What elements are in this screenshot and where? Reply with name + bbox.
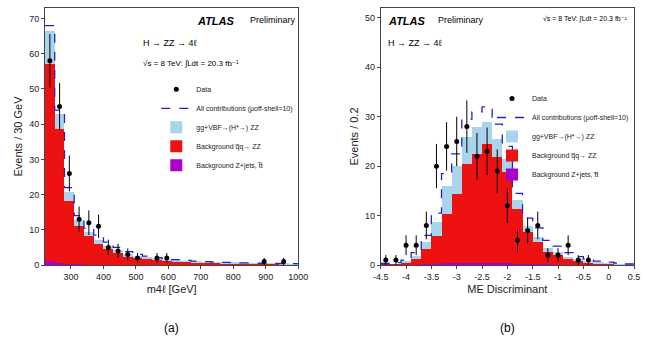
svg-text:Background Z+jets, t̅t: Background Z+jets, t̅t	[196, 162, 262, 170]
svg-text:-1.5: -1.5	[525, 272, 541, 282]
svg-text:Preliminary: Preliminary	[250, 15, 296, 25]
svg-text:0: 0	[370, 260, 375, 270]
svg-text:Preliminary: Preliminary	[438, 15, 484, 25]
svg-text:0: 0	[606, 272, 611, 282]
svg-text:gg+VBF→(H*→) ZZ: gg+VBF→(H*→) ZZ	[532, 133, 595, 141]
svg-text:-3.5: -3.5	[424, 272, 440, 282]
svg-text:Data: Data	[532, 95, 547, 102]
svg-text:0: 0	[34, 260, 39, 270]
svg-text:ME Discriminant: ME Discriminant	[467, 283, 547, 295]
svg-text:40: 40	[365, 62, 375, 72]
svg-text:(b): (b)	[500, 321, 515, 335]
svg-text:70: 70	[29, 14, 39, 24]
svg-text:-1: -1	[554, 272, 562, 282]
svg-text:gg+VBF→(H*→) ZZ: gg+VBF→(H*→) ZZ	[196, 124, 259, 132]
svg-text:50: 50	[29, 84, 39, 94]
svg-text:-0.5: -0.5	[576, 272, 592, 282]
svg-text:-2: -2	[503, 272, 511, 282]
svg-text:H → ZZ → 4ℓ: H → ZZ → 4ℓ	[388, 38, 443, 48]
svg-text:60: 60	[29, 49, 39, 59]
svg-text:10: 10	[365, 211, 375, 221]
svg-text:H → ZZ → 4ℓ: H → ZZ → 4ℓ	[143, 38, 198, 48]
svg-text:Background q̅q→ ZZ: Background q̅q→ ZZ	[532, 152, 597, 160]
svg-text:20: 20	[29, 190, 39, 200]
svg-text:300: 300	[63, 272, 78, 282]
svg-text:800: 800	[226, 272, 241, 282]
svg-text:500: 500	[128, 272, 143, 282]
svg-text:Background Z+jets, t̅t: Background Z+jets, t̅t	[532, 171, 598, 179]
svg-text:Background q̅q→ ZZ: Background q̅q→ ZZ	[196, 143, 261, 151]
svg-text:√s = 8 TeV: ∫Ldt = 20.3 fb⁻¹: √s = 8 TeV: ∫Ldt = 20.3 fb⁻¹	[543, 15, 627, 23]
svg-text:All contributions (μoff-shell=: All contributions (μoff-shell=10)	[532, 114, 628, 122]
svg-text:400: 400	[96, 272, 111, 282]
svg-text:40: 40	[29, 119, 39, 129]
svg-text:600: 600	[161, 272, 176, 282]
svg-text:-4: -4	[402, 272, 410, 282]
svg-text:Data: Data	[196, 86, 211, 93]
svg-text:ATLAS: ATLAS	[388, 15, 426, 27]
svg-text:30: 30	[365, 112, 375, 122]
svg-text:ATLAS: ATLAS	[197, 15, 235, 27]
svg-text:Events / 30 GeV: Events / 30 GeV	[12, 96, 24, 177]
svg-text:0.5: 0.5	[628, 272, 641, 282]
svg-text:50: 50	[365, 13, 375, 23]
svg-text:m4ℓ [GeV]: m4ℓ [GeV]	[147, 283, 197, 295]
svg-text:-3: -3	[453, 272, 461, 282]
svg-text:Events / 0.2: Events / 0.2	[348, 107, 360, 165]
svg-text:-2.5: -2.5	[474, 272, 490, 282]
svg-text:20: 20	[365, 161, 375, 171]
svg-text:700: 700	[193, 272, 208, 282]
svg-text:All contributions (μoff-shell=: All contributions (μoff-shell=10)	[196, 105, 292, 113]
svg-text:30: 30	[29, 155, 39, 165]
svg-text:-4.5: -4.5	[373, 272, 389, 282]
svg-text:900: 900	[258, 272, 273, 282]
svg-text:1000: 1000	[288, 272, 308, 282]
svg-text:10: 10	[29, 225, 39, 235]
svg-text:(a): (a)	[164, 321, 179, 335]
svg-text:√s = 8 TeV: ∫Ldt = 20.3 fb⁻¹: √s = 8 TeV: ∫Ldt = 20.3 fb⁻¹	[143, 59, 239, 68]
